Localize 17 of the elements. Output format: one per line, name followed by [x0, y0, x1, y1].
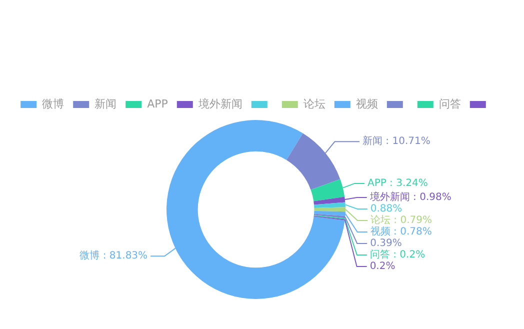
data-label: 境外新闻 : 0.98% [368, 191, 452, 204]
data-label: 0.88% [370, 204, 402, 215]
data-label: 0.2% [370, 261, 396, 272]
data-label: 问答 : 0.2% [370, 248, 426, 261]
legend-label: 新闻 [94, 97, 117, 110]
legend-label: 境外新闻 [197, 97, 242, 110]
legend-label: 微博 [42, 97, 64, 110]
data-label: 0.39% [370, 238, 402, 250]
legend-label: 论坛 [303, 97, 326, 110]
legend-label: 问答 [438, 97, 461, 110]
data-label: APP : 3.24% [367, 178, 428, 190]
data-label: 新闻 : 10.71% [362, 135, 430, 148]
data-label: 视频 : 0.78% [370, 226, 432, 238]
data-label: 微博 : 81.83% [80, 250, 148, 262]
legend-label: APP [147, 97, 168, 110]
legend-label: 视频 [356, 97, 378, 110]
data-label: 论坛 : 0.79% [370, 214, 432, 226]
